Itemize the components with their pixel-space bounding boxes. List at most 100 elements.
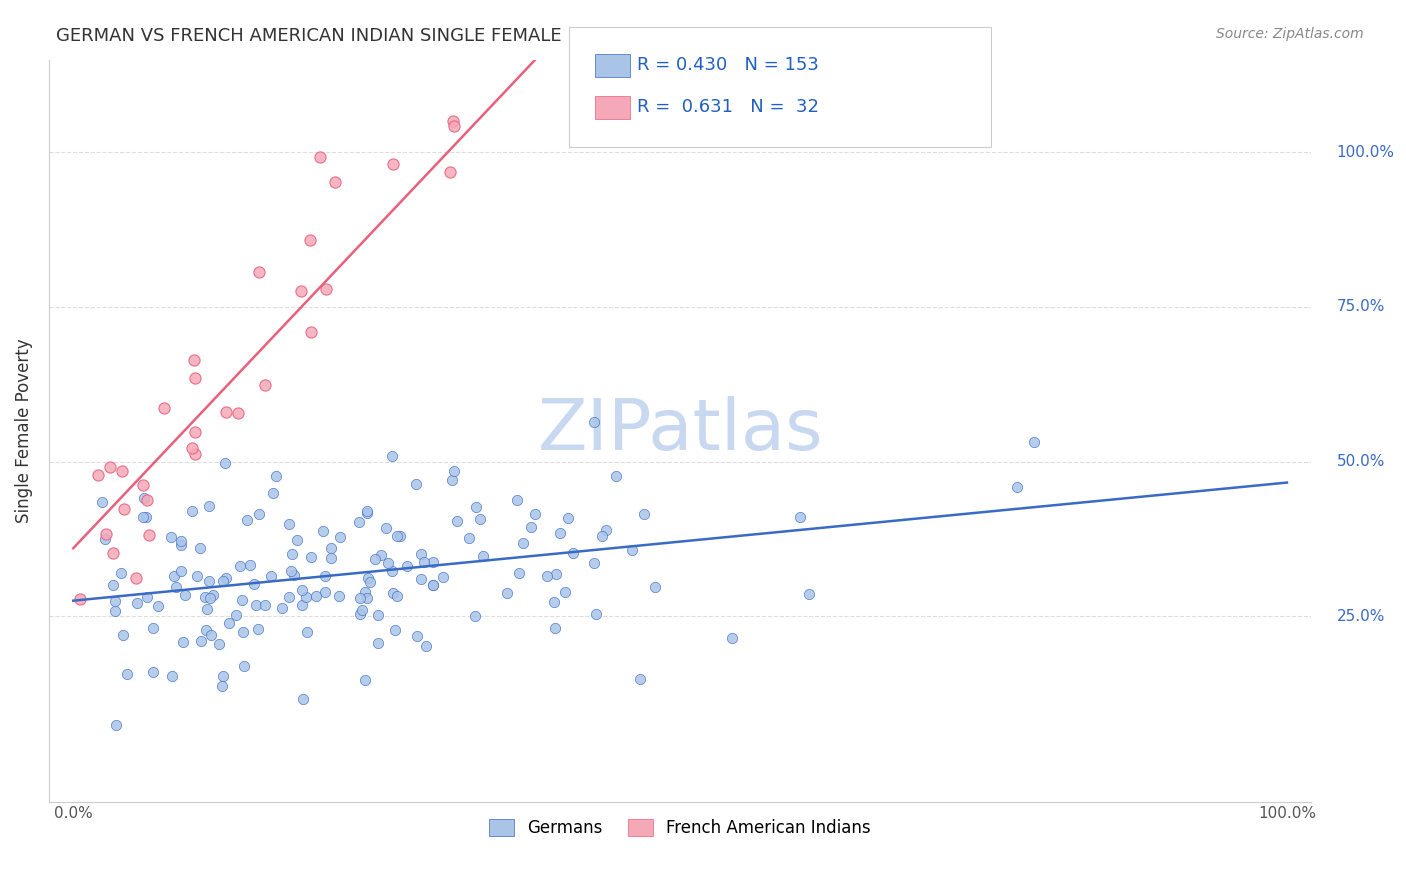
Germans — [283, 567, 305, 582]
French American Indians — [136, 493, 159, 508]
Germans — [543, 595, 565, 609]
Germans — [628, 672, 651, 686]
Germans — [385, 528, 408, 542]
Germans — [633, 507, 655, 521]
Germans — [146, 599, 169, 613]
Germans — [585, 607, 607, 621]
French American Indians — [98, 460, 121, 475]
Germans — [135, 509, 157, 524]
Germans — [472, 549, 495, 563]
Germans — [170, 564, 193, 578]
Germans — [142, 665, 165, 680]
French American Indians — [441, 114, 464, 128]
Germans — [395, 559, 418, 574]
Germans — [583, 416, 606, 430]
Germans — [352, 602, 374, 616]
Germans — [388, 529, 411, 543]
Germans — [356, 506, 378, 520]
French American Indians — [180, 441, 202, 455]
Germans — [218, 615, 240, 630]
Germans — [211, 574, 233, 588]
Germans — [359, 575, 381, 590]
French American Indians — [299, 325, 322, 339]
Germans — [198, 500, 221, 514]
Germans — [405, 629, 427, 643]
Germans — [104, 604, 127, 618]
Text: 75.0%: 75.0% — [1337, 300, 1385, 314]
Germans — [562, 546, 585, 560]
Germans — [160, 530, 183, 544]
Germans — [291, 582, 314, 597]
Germans — [291, 691, 314, 706]
Germans — [163, 569, 186, 583]
Text: 25.0%: 25.0% — [1337, 608, 1385, 624]
Germans — [721, 631, 744, 645]
French American Indians — [254, 378, 277, 392]
Germans — [536, 569, 558, 583]
French American Indians — [125, 571, 148, 585]
Germans — [375, 521, 398, 535]
French American Indians — [152, 401, 174, 415]
Germans — [291, 598, 314, 612]
French American Indians — [69, 591, 91, 606]
Germans — [315, 584, 337, 599]
French American Indians — [226, 406, 249, 420]
Germans — [174, 588, 197, 602]
Germans — [644, 580, 666, 594]
Text: ZIPatlas: ZIPatlas — [537, 396, 823, 465]
Germans — [377, 557, 399, 571]
Germans — [591, 529, 613, 543]
Germans — [1005, 480, 1028, 494]
French American Indians — [215, 405, 238, 419]
Germans — [228, 558, 250, 573]
Germans — [319, 550, 342, 565]
Germans — [789, 509, 811, 524]
Germans — [270, 601, 292, 615]
French American Indians — [382, 157, 405, 171]
Germans — [496, 586, 519, 600]
French American Indians — [114, 502, 136, 516]
Germans — [172, 635, 194, 649]
Germans — [231, 593, 253, 607]
Germans — [211, 680, 233, 694]
Germans — [195, 623, 218, 637]
Germans — [508, 566, 530, 581]
Germans — [354, 673, 377, 687]
Text: R =  0.631   N =  32: R = 0.631 N = 32 — [637, 98, 818, 116]
Germans — [544, 621, 567, 635]
Germans — [105, 717, 128, 731]
Germans — [415, 639, 437, 653]
French American Indians — [290, 284, 312, 298]
Germans — [280, 564, 302, 578]
French American Indians — [439, 165, 461, 179]
Germans — [464, 609, 486, 624]
Germans — [446, 514, 468, 528]
Germans — [347, 515, 370, 529]
Germans — [131, 509, 153, 524]
Germans — [520, 520, 543, 534]
Germans — [195, 602, 218, 616]
French American Indians — [94, 526, 117, 541]
Germans — [208, 637, 231, 651]
Germans — [440, 473, 463, 487]
Germans — [468, 512, 491, 526]
Germans — [295, 625, 318, 640]
Germans — [134, 491, 156, 505]
French American Indians — [298, 233, 321, 247]
Germans — [405, 476, 427, 491]
Germans — [605, 469, 627, 483]
Germans — [215, 571, 238, 585]
Germans — [211, 669, 233, 683]
Germans — [160, 669, 183, 683]
French American Indians — [184, 447, 207, 461]
Germans — [465, 500, 488, 514]
Germans — [170, 538, 193, 552]
Text: GERMAN VS FRENCH AMERICAN INDIAN SINGLE FEMALE POVERTY CORRELATION CHART: GERMAN VS FRENCH AMERICAN INDIAN SINGLE … — [56, 27, 849, 45]
French American Indians — [315, 282, 337, 296]
Germans — [236, 513, 259, 527]
Germans — [544, 566, 567, 581]
Germans — [523, 507, 546, 521]
Germans — [357, 571, 380, 585]
French American Indians — [101, 546, 124, 560]
Germans — [620, 542, 643, 557]
